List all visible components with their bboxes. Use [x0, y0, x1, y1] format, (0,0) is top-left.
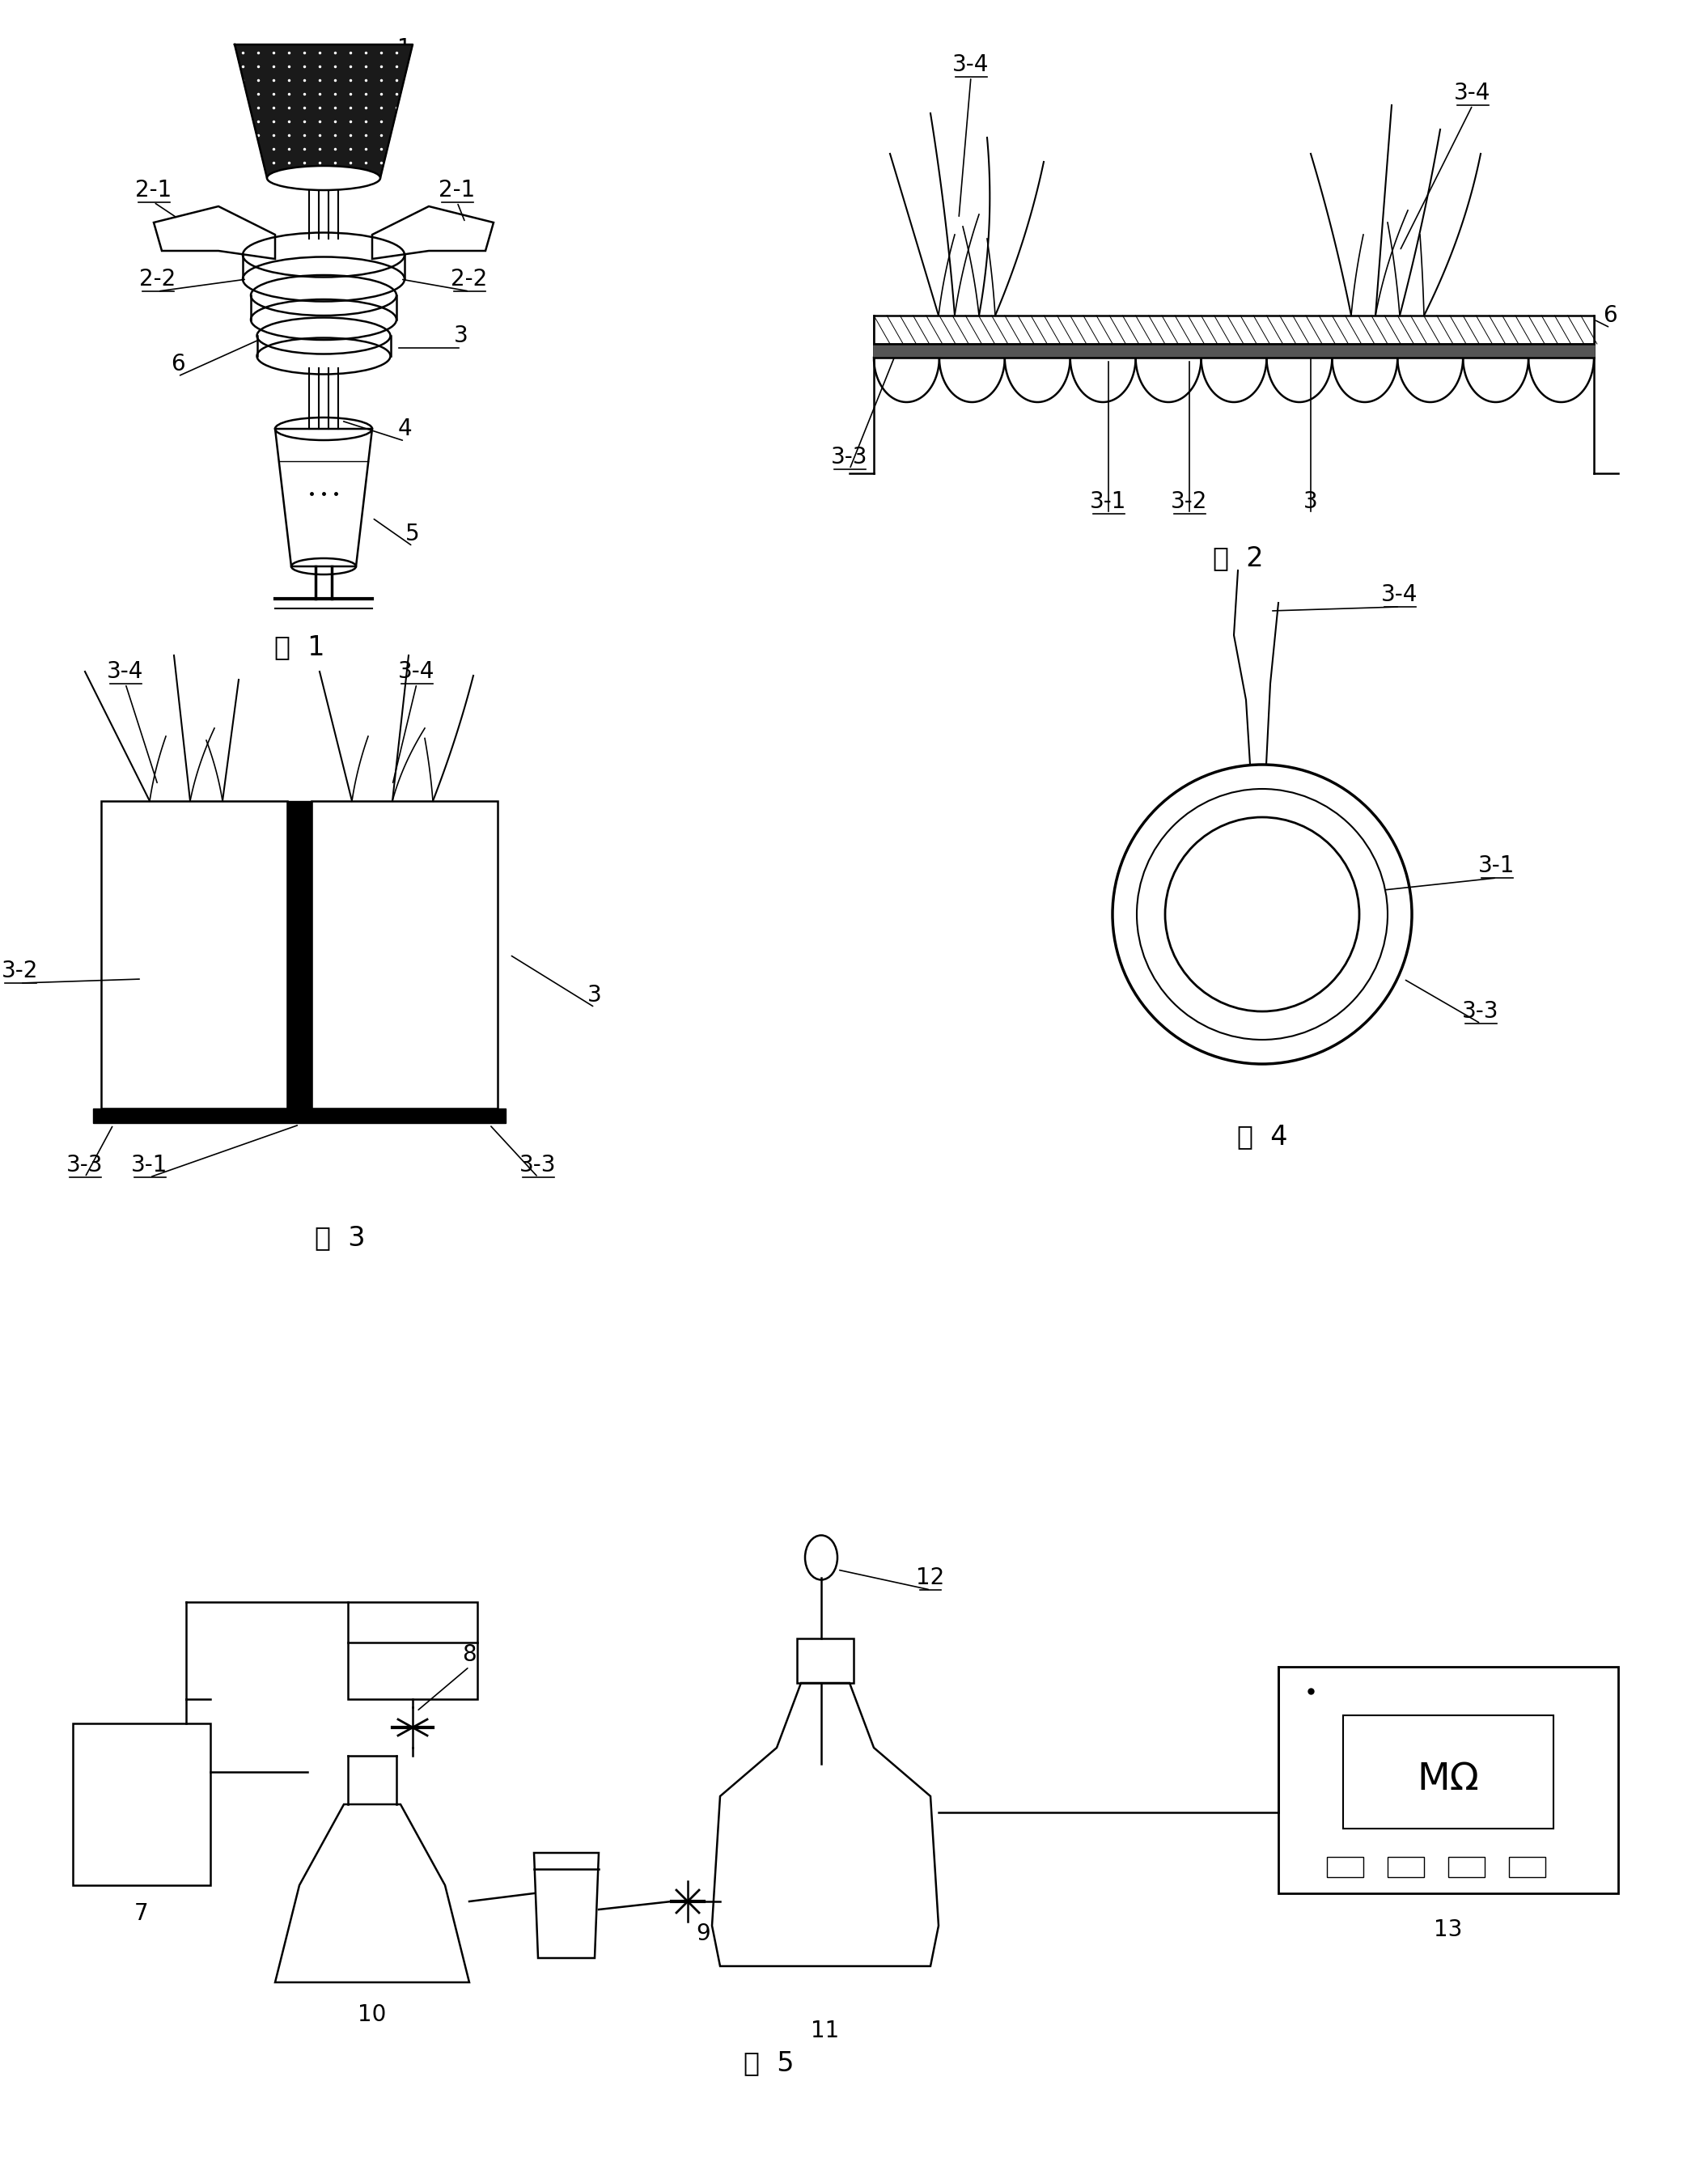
Polygon shape: [92, 1109, 506, 1122]
Text: 图  1: 图 1: [273, 635, 325, 661]
Text: 1: 1: [398, 37, 412, 61]
Bar: [1278, 1668, 1617, 1893]
Bar: [874, 316, 1594, 344]
Ellipse shape: [266, 167, 381, 191]
Text: 3: 3: [1303, 490, 1319, 513]
Text: 3-4: 3-4: [1382, 583, 1418, 606]
Polygon shape: [874, 344, 1594, 357]
Text: 3-2: 3-2: [1172, 490, 1208, 513]
Text: 5: 5: [405, 522, 420, 546]
Text: 3: 3: [588, 983, 601, 1007]
Bar: [101, 801, 287, 1109]
Text: 图  3: 图 3: [314, 1224, 366, 1252]
Text: 7: 7: [135, 1902, 149, 1926]
Polygon shape: [234, 45, 413, 178]
Text: 12: 12: [915, 1566, 945, 1590]
Text: 2-2: 2-2: [140, 269, 176, 290]
Text: 4: 4: [398, 418, 412, 440]
Text: 图  5: 图 5: [743, 2049, 794, 2077]
Text: 10: 10: [359, 2004, 386, 2025]
Text: 3-3: 3-3: [519, 1154, 557, 1176]
Bar: [1387, 1856, 1424, 1878]
Text: 2-1: 2-1: [135, 180, 173, 201]
Bar: [798, 1637, 854, 1683]
Text: 3-3: 3-3: [832, 446, 868, 468]
Text: 图  2: 图 2: [1213, 546, 1264, 572]
Polygon shape: [287, 801, 311, 1109]
Text: 3-3: 3-3: [67, 1154, 104, 1176]
Text: 2-1: 2-1: [439, 180, 475, 201]
Text: 图  4: 图 4: [1237, 1124, 1288, 1150]
Bar: [73, 1724, 210, 1884]
Text: 13: 13: [1435, 1919, 1462, 1941]
Bar: [1508, 1856, 1546, 1878]
Text: 6: 6: [171, 353, 184, 375]
Text: 3-2: 3-2: [2, 960, 39, 981]
Bar: [311, 801, 497, 1109]
Text: 6: 6: [1604, 303, 1617, 327]
Text: 3-1: 3-1: [1479, 853, 1515, 877]
Bar: [1342, 1715, 1554, 1828]
Bar: [348, 1603, 477, 1698]
Text: 3-4: 3-4: [398, 661, 436, 682]
Text: 2-2: 2-2: [451, 269, 487, 290]
Text: 3-4: 3-4: [953, 54, 989, 76]
Bar: [1327, 1856, 1363, 1878]
Text: 11: 11: [811, 2019, 840, 2043]
Text: 3-3: 3-3: [1462, 1001, 1500, 1022]
Text: 3-4: 3-4: [1454, 82, 1491, 104]
Text: 3-1: 3-1: [132, 1154, 167, 1176]
Text: 3: 3: [454, 325, 468, 347]
Bar: [1448, 1856, 1484, 1878]
Text: 3-4: 3-4: [108, 661, 143, 682]
Text: MΩ: MΩ: [1418, 1761, 1479, 1798]
Text: 8: 8: [463, 1644, 477, 1666]
Text: 3-1: 3-1: [1090, 490, 1127, 513]
Text: 9: 9: [695, 1923, 711, 1945]
